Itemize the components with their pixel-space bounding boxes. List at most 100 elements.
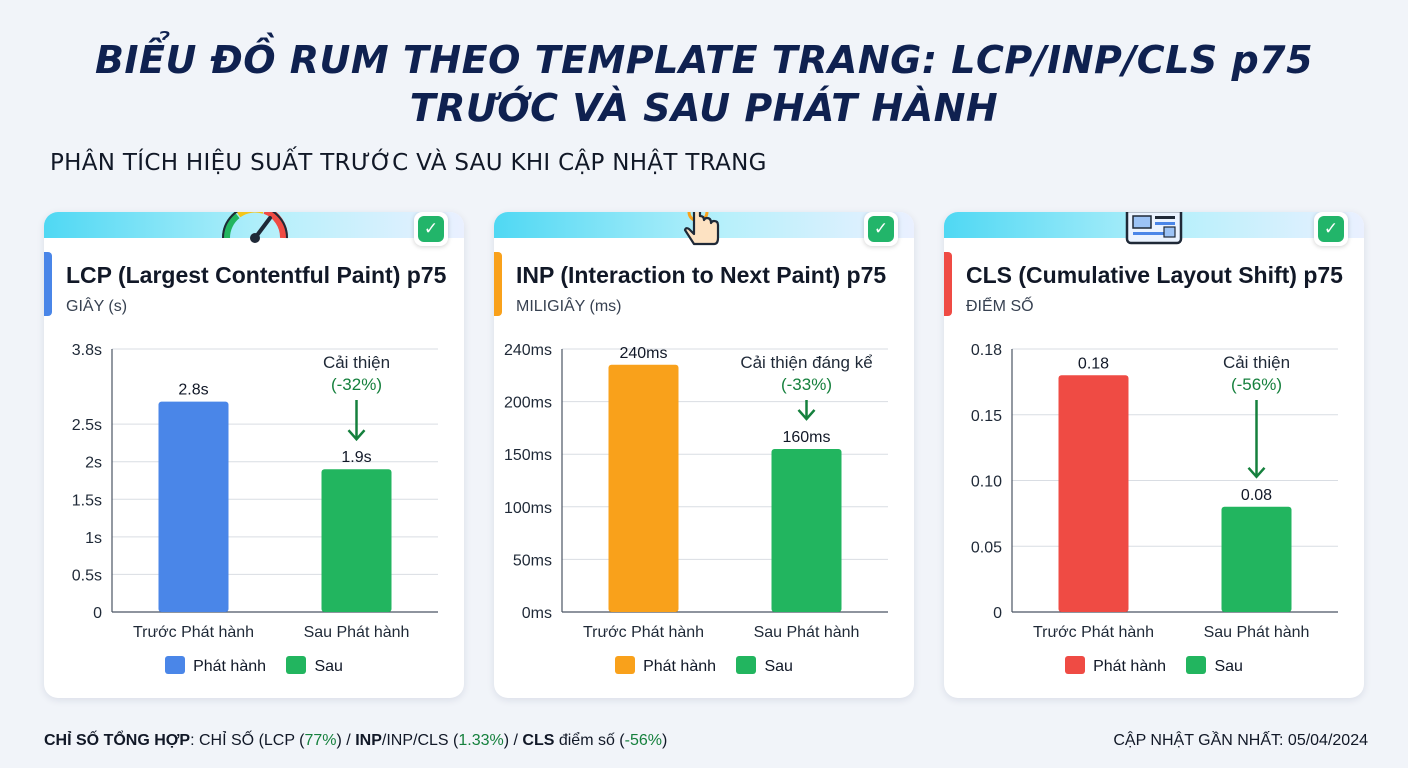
legend: Phát hành Sau xyxy=(494,656,914,676)
summary-pct-cls: -56% xyxy=(624,732,662,749)
legend-swatch xyxy=(736,656,757,674)
y-tick-label: 0.18 xyxy=(971,342,1002,359)
gauge-icon xyxy=(220,212,290,249)
annotation-percent: (-33%) xyxy=(781,375,832,394)
y-tick-label: 2.5s xyxy=(72,417,102,434)
y-tick-label: 200ms xyxy=(504,395,552,412)
y-tick-label: 1.5s xyxy=(72,492,102,509)
title-line-1: BIỂU ĐỒ RUM THEO TEMPLATE TRANG: LCP/INP… xyxy=(94,38,1314,82)
summary-label: CHỈ SỐ TỔNG HỢP xyxy=(44,732,191,749)
browser-window-icon xyxy=(1124,212,1184,253)
legend-item-before: Phát hành xyxy=(615,656,716,676)
y-tick-label: 2s xyxy=(85,455,102,472)
x-tick-label: Sau Phát hành xyxy=(754,624,860,641)
x-tick-label: Sau Phát hành xyxy=(304,624,410,641)
bar-value-label: 2.8s xyxy=(178,382,208,399)
legend-label: Phát hành xyxy=(1093,658,1167,675)
summary-pct-inp: 1.33% xyxy=(458,732,504,749)
legend-label: Sau xyxy=(764,658,793,675)
inp-bar-chart: 0ms 50ms 100ms 150ms 200ms 240ms 240ms Trước Ph… xyxy=(504,342,888,641)
legend-swatch xyxy=(165,656,186,674)
annotation-text: Cải thiện xyxy=(323,353,390,372)
bar xyxy=(1058,375,1129,612)
unit-label: MILIGIÂY (ms) xyxy=(516,298,622,315)
x-tick-label: Trước Phát hành xyxy=(1033,624,1154,641)
cls-bar-chart: 0 0.05 0.10 0.15 0.18 0.18 Trước Phát hành 0.08… xyxy=(971,342,1338,641)
card-accent-bar xyxy=(44,252,52,316)
y-tick-label: 50ms xyxy=(513,552,552,569)
summary-text: ) / xyxy=(336,732,356,749)
bar xyxy=(771,448,842,612)
y-tick-label: 100ms xyxy=(504,500,552,517)
summary-inp: INP xyxy=(355,732,382,749)
annotation-arrow-head xyxy=(1247,466,1266,479)
verified-check-icon: ✓ xyxy=(1314,212,1348,246)
title-line-2: TRƯỚC VÀ SAU PHÁT HÀNH xyxy=(409,86,999,130)
legend-swatch xyxy=(615,656,636,674)
chart-title: INP (Interaction to Next Paint) p75 xyxy=(516,262,887,288)
card-accent-bar xyxy=(944,252,952,316)
legend-label: Sau xyxy=(1214,658,1243,675)
summary-text: ) / xyxy=(503,732,523,749)
y-tick-label: 3.8s xyxy=(72,342,102,359)
y-tick-label: 0.10 xyxy=(971,474,1002,491)
bar xyxy=(321,469,392,612)
legend-label: Phát hành xyxy=(193,658,267,675)
y-tick-label: 1s xyxy=(85,530,102,547)
summary-text: /INP/CLS ( xyxy=(381,732,459,749)
bar xyxy=(608,364,679,612)
y-tick-label: 0 xyxy=(93,605,102,622)
x-tick-label: Trước Phát hành xyxy=(133,624,254,641)
legend-label: Sau xyxy=(314,658,343,675)
cls-chart-card: ✓ CLS (Cumulative Layout Shift) p75 ĐIỂM… xyxy=(944,212,1364,698)
lcp-bar-chart: 0 0.5s 1s 1.5s 2s 2.5s 3.8s 2.8s Trước Phát hành… xyxy=(72,342,438,641)
lcp-chart-card: ✓ LCP (Largest Contentful Paint) p75 GIÂ… xyxy=(44,212,464,698)
chart-title: LCP (Largest Contentful Paint) p75 xyxy=(66,262,447,288)
bar-value-label: 0.18 xyxy=(1078,355,1109,372)
legend: Phát hành Sau xyxy=(44,656,464,676)
bar-value-label: 240ms xyxy=(619,345,667,362)
bar xyxy=(158,401,229,612)
annotation-percent: (-32%) xyxy=(331,375,382,394)
pointer-hand-icon xyxy=(680,212,730,255)
y-tick-label: 0ms xyxy=(522,605,552,622)
legend-item-before: Phát hành xyxy=(165,656,266,676)
legend-swatch xyxy=(1065,656,1086,674)
card-accent-bar xyxy=(494,252,502,316)
legend: Phát hành Sau xyxy=(944,656,1364,676)
y-tick-label: 150ms xyxy=(504,447,552,464)
legend-label: Phát hành xyxy=(643,658,717,675)
y-tick-label: 240ms xyxy=(504,342,552,359)
y-tick-label: 0 xyxy=(993,605,1002,622)
chart-title: CLS (Cumulative Layout Shift) p75 xyxy=(966,262,1343,288)
unit-label: GIÂY (s) xyxy=(66,298,128,315)
page-subtitle: PHÂN TÍCH HIỆU SUẤT TRƯỚC VÀ SAU KHI CẬP… xyxy=(50,150,767,176)
verified-check-icon: ✓ xyxy=(864,212,898,246)
y-tick-label: 0.5s xyxy=(72,567,102,584)
summary-footer: CHỈ SỐ TỔNG HỢP: CHỈ SỐ (LCP (77%) / INP… xyxy=(44,732,667,750)
bar-value-label: 160ms xyxy=(782,429,830,446)
verified-check-icon: ✓ xyxy=(414,212,448,246)
legend-item-after: Sau xyxy=(286,656,343,676)
x-tick-label: Trước Phát hành xyxy=(583,624,704,641)
legend-item-after: Sau xyxy=(1186,656,1243,676)
legend-swatch xyxy=(1186,656,1207,674)
bar-value-label: 0.08 xyxy=(1241,487,1272,504)
y-tick-label: 0.05 xyxy=(971,539,1002,556)
legend-item-before: Phát hành xyxy=(1065,656,1166,676)
annotation-text: Cải thiện xyxy=(1223,353,1290,372)
annotation-arrow-head xyxy=(797,409,816,421)
inp-chart-card: ✓ INP (Interaction to Next Paint) p75 MI… xyxy=(494,212,914,698)
legend-swatch xyxy=(286,656,307,674)
bar-value-label: 1.9s xyxy=(341,449,371,466)
summary-text: ) xyxy=(662,732,668,749)
bar xyxy=(1221,506,1292,612)
x-tick-label: Sau Phát hành xyxy=(1204,624,1310,641)
unit-label: ĐIỂM SỐ xyxy=(966,298,1034,315)
y-tick-label: 0.15 xyxy=(971,408,1002,425)
summary-text: : CHỈ SỐ (LCP ( xyxy=(190,732,305,749)
annotation-percent: (-56%) xyxy=(1231,375,1282,394)
last-updated: CẬP NHẬT GẦN NHẤT: 05/04/2024 xyxy=(1113,732,1368,749)
page-title: BIỂU ĐỒ RUM THEO TEMPLATE TRANG: LCP/INP… xyxy=(0,36,1408,132)
summary-pct-lcp: 77% xyxy=(304,732,337,749)
